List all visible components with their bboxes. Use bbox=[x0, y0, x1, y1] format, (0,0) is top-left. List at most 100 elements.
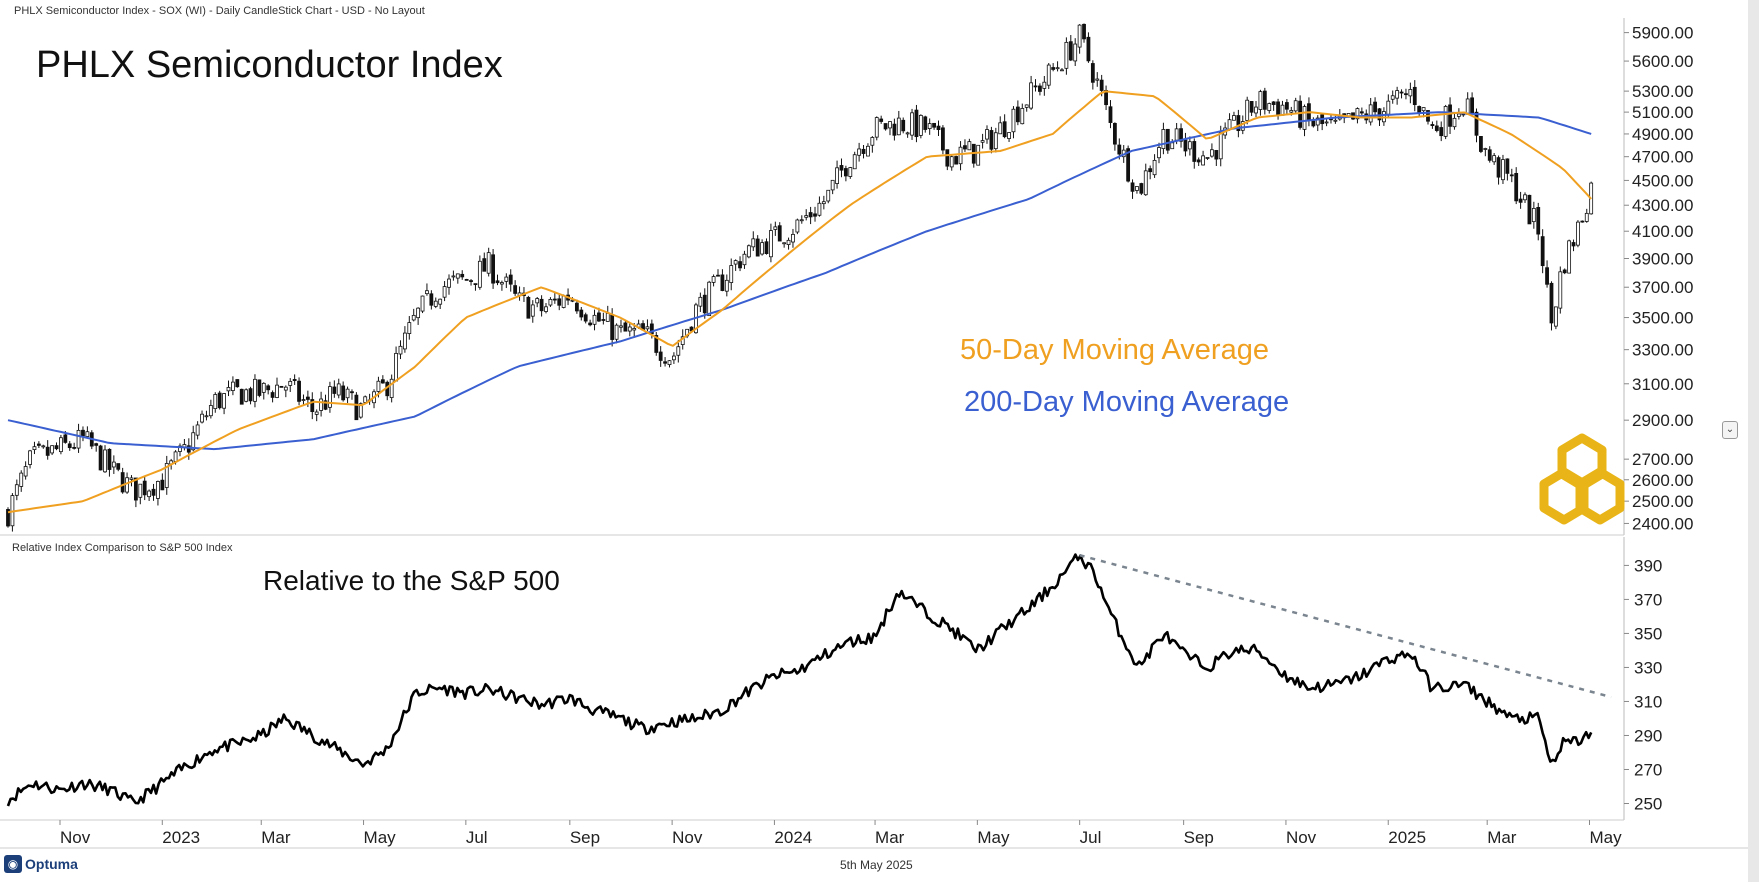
candle-body bbox=[1355, 108, 1360, 120]
candle-body bbox=[1232, 115, 1236, 121]
candle-body bbox=[1580, 220, 1585, 223]
candle-body bbox=[1496, 157, 1501, 178]
candle-body bbox=[1324, 121, 1329, 124]
candle-body bbox=[1456, 113, 1461, 117]
candle-body bbox=[601, 319, 606, 321]
candle-body bbox=[1170, 142, 1175, 150]
candle-body bbox=[402, 332, 407, 350]
candle-body bbox=[1174, 128, 1179, 141]
relative-tick-label: 250 bbox=[1634, 794, 1662, 813]
candle-body bbox=[1192, 141, 1197, 162]
candle-body bbox=[645, 326, 650, 330]
candle-body bbox=[142, 480, 147, 496]
candle-body bbox=[279, 385, 284, 388]
candle-body bbox=[711, 276, 716, 283]
candle-body bbox=[649, 323, 654, 335]
candle-body bbox=[746, 245, 751, 258]
candle-body bbox=[244, 389, 249, 402]
candle-body bbox=[830, 179, 835, 191]
candle-body bbox=[1576, 221, 1580, 246]
candle-body bbox=[156, 481, 160, 499]
candle-body bbox=[1064, 41, 1069, 69]
candle-body bbox=[548, 299, 553, 306]
candle-body bbox=[14, 484, 19, 496]
candle-body bbox=[967, 141, 972, 151]
candle-body bbox=[222, 393, 226, 409]
candle-body bbox=[32, 446, 37, 451]
candle-body bbox=[283, 386, 288, 391]
candle-body bbox=[1060, 69, 1064, 72]
date-tick-label: Sep bbox=[1184, 828, 1214, 847]
candle-body bbox=[888, 121, 892, 129]
date-tick-label: 2024 bbox=[774, 828, 812, 847]
candle-body bbox=[275, 384, 279, 398]
candle-body bbox=[1090, 63, 1095, 83]
date-tick-label: Nov bbox=[1286, 828, 1317, 847]
candle-body bbox=[477, 260, 482, 288]
candle-body bbox=[1289, 110, 1294, 113]
candle-body bbox=[1479, 136, 1483, 152]
candle-body bbox=[742, 253, 747, 266]
candle-body bbox=[777, 225, 782, 242]
candle-body bbox=[319, 398, 324, 411]
candle-body bbox=[23, 466, 28, 477]
candle-body bbox=[839, 165, 844, 171]
candle-body bbox=[835, 167, 839, 184]
price-tick-label: 3100.00 bbox=[1632, 375, 1693, 394]
candle-body bbox=[861, 148, 866, 154]
candle-body bbox=[36, 443, 41, 446]
candle-body bbox=[1249, 101, 1254, 113]
candle-body bbox=[813, 213, 817, 217]
candle-body bbox=[1483, 148, 1488, 150]
candle-body bbox=[231, 381, 235, 391]
chart-title: PHLX Semiconductor Index bbox=[36, 44, 503, 86]
candle-body bbox=[455, 273, 460, 279]
candle-body bbox=[698, 296, 703, 307]
date-tick-label: Mar bbox=[261, 828, 291, 847]
candle-body bbox=[447, 278, 451, 288]
candle-body bbox=[1007, 132, 1011, 139]
candle-body bbox=[932, 122, 936, 128]
candle-body bbox=[111, 461, 116, 468]
candle-body bbox=[605, 313, 610, 322]
candle-body bbox=[1368, 104, 1373, 123]
candle-body bbox=[716, 274, 720, 277]
candle-body bbox=[1262, 90, 1267, 110]
candle-body bbox=[1214, 150, 1219, 160]
candle-body bbox=[1033, 85, 1038, 88]
candle-body bbox=[1553, 306, 1558, 327]
window-edge bbox=[1748, 0, 1759, 882]
candle-body bbox=[416, 307, 421, 319]
candle-body bbox=[1117, 144, 1122, 155]
candle-body bbox=[773, 226, 778, 230]
candle-body bbox=[663, 361, 667, 364]
candle-body bbox=[297, 380, 301, 402]
date-tick-label: Jul bbox=[1080, 828, 1102, 847]
candle-body bbox=[288, 380, 293, 386]
price-tick-label: 4700.00 bbox=[1632, 148, 1693, 167]
candle-body bbox=[1082, 23, 1086, 40]
candle-body bbox=[235, 379, 240, 388]
candle-body bbox=[107, 448, 112, 470]
candle-body bbox=[1051, 67, 1056, 70]
candle-body bbox=[552, 298, 557, 301]
candle-body bbox=[1042, 81, 1047, 89]
scroll-down-button[interactable]: ⌄ bbox=[1722, 421, 1738, 439]
candle-body bbox=[85, 431, 90, 437]
candle-body bbox=[535, 298, 540, 304]
candle-body bbox=[81, 429, 85, 437]
candle-body bbox=[129, 477, 134, 480]
price-tick-label: 5100.00 bbox=[1632, 103, 1693, 122]
candle-body bbox=[323, 400, 328, 410]
relative-tick-label: 310 bbox=[1634, 692, 1662, 711]
candle-body bbox=[261, 382, 266, 393]
candle-body bbox=[526, 296, 531, 319]
candle-body bbox=[998, 122, 1003, 135]
date-tick-label: Mar bbox=[1487, 828, 1517, 847]
relative-tick-label: 390 bbox=[1634, 556, 1662, 575]
candle-body bbox=[394, 352, 398, 382]
candle-body bbox=[817, 202, 822, 216]
candle-body bbox=[72, 447, 77, 449]
candle-body bbox=[632, 328, 637, 331]
